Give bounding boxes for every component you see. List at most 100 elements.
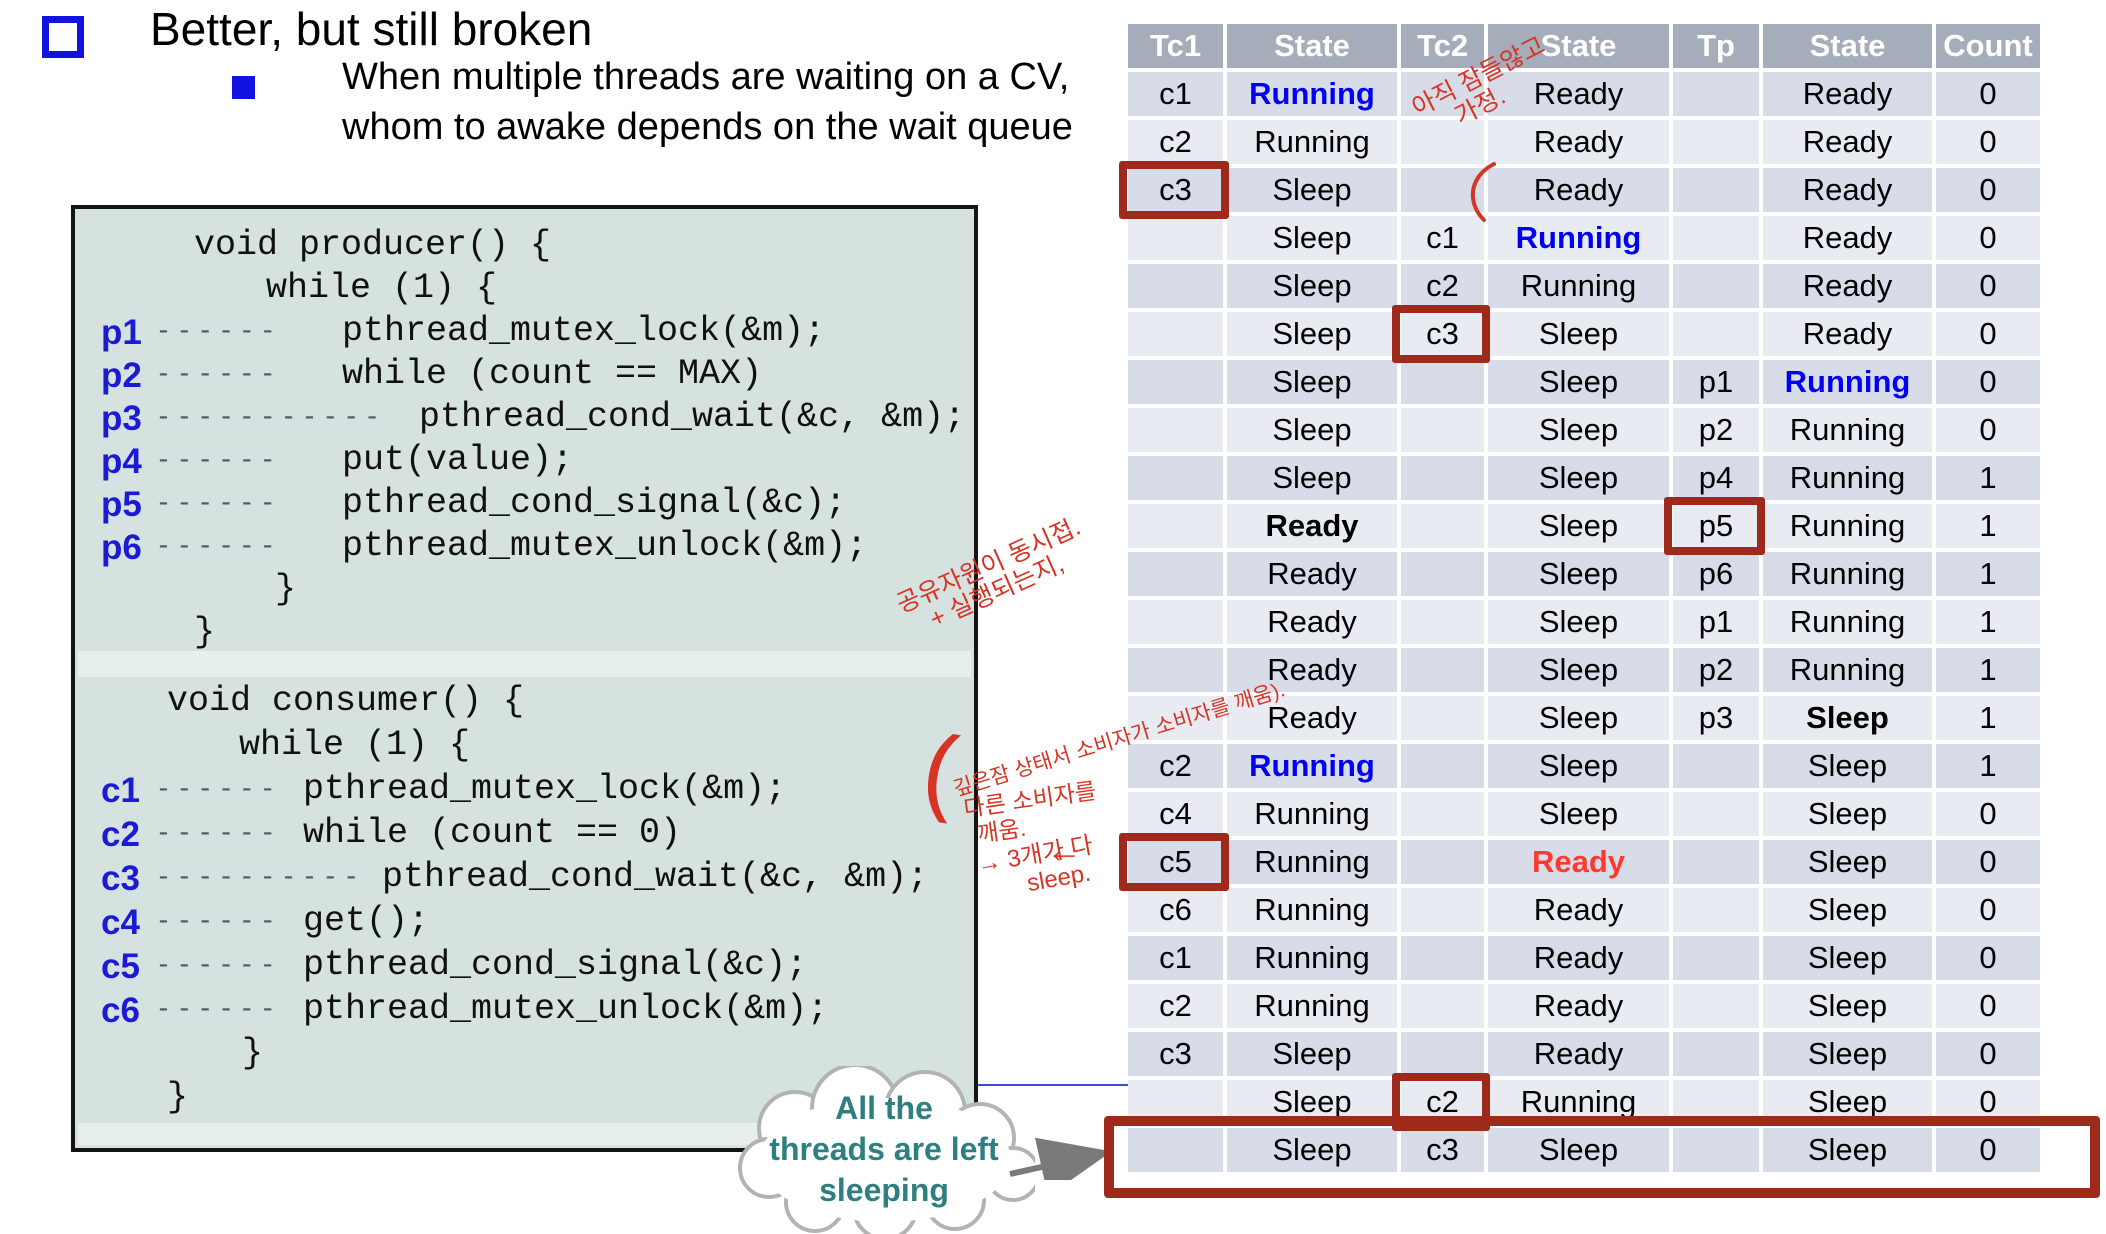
- table-cell: Sleep: [1227, 408, 1397, 452]
- table-cell: Sleep: [1763, 1080, 1932, 1124]
- code-line-label: c5: [101, 947, 140, 986]
- table-cell: 0: [1936, 312, 2040, 356]
- table-header-cell: Count: [1936, 24, 2040, 68]
- table-cell: [1401, 504, 1484, 548]
- table-cell: 0: [1936, 360, 2040, 404]
- table-cell: Sleep: [1488, 744, 1669, 788]
- title-bullet-square-icon: [42, 16, 84, 58]
- table-cell: Running: [1763, 648, 1932, 692]
- code-line-label: c3: [101, 859, 140, 898]
- table-cell: Running: [1227, 936, 1397, 980]
- callout-line2: threads are left: [769, 1131, 999, 1167]
- table-cell: Sleep: [1488, 504, 1669, 548]
- table-cell: 0: [1936, 120, 2040, 164]
- table-cell: Running: [1488, 264, 1669, 308]
- table-cell: 1: [1936, 504, 2040, 548]
- table-cell: c6: [1128, 888, 1223, 932]
- table-cell: Ready: [1488, 1032, 1669, 1076]
- code-text: pthread_mutex_lock(&m);: [342, 311, 826, 351]
- table-cell: Ready: [1227, 648, 1397, 692]
- table-cell: p1: [1673, 360, 1759, 404]
- table-cell: Ready: [1763, 264, 1932, 308]
- table-cell: [1673, 168, 1759, 212]
- code-line: c3 ---------- pthread_cond_wait(&c, &m);: [75, 857, 974, 901]
- table-cell: [1128, 312, 1223, 356]
- table-cell: 1: [1936, 552, 2040, 596]
- table-cell: Ready: [1227, 696, 1397, 740]
- code-text: while (1) {: [239, 725, 471, 765]
- table-cell: [1401, 600, 1484, 644]
- code-text: pthread_cond_signal(&c);: [303, 945, 808, 985]
- code-line-label: c4: [101, 903, 140, 942]
- table-cell: Sleep: [1227, 360, 1397, 404]
- table-cell: c3: [1392, 305, 1490, 363]
- code-text: pthread_cond_wait(&c, &m);: [419, 397, 966, 437]
- table-cell: Running: [1763, 456, 1932, 500]
- table-cell: p2: [1673, 408, 1759, 452]
- table-cell: Sleep: [1227, 312, 1397, 356]
- table-cell: Ready: [1227, 504, 1397, 548]
- code-text: pthread_mutex_unlock(&m);: [303, 989, 829, 1029]
- table-cell: 0: [1936, 888, 2040, 932]
- table-cell: 1: [1936, 456, 2040, 500]
- table-header-cell: Tp: [1673, 24, 1759, 68]
- code-line: while (1) {: [75, 725, 974, 769]
- table-cell: [1673, 216, 1759, 260]
- code-panel: void producer() {while (1) {p1 ------ pthr…: [71, 205, 978, 1152]
- table-cell: Running: [1227, 120, 1397, 164]
- table-cell: p5: [1664, 497, 1765, 555]
- table-cell: Running: [1227, 72, 1397, 116]
- table-cell: Sleep: [1488, 792, 1669, 836]
- code-line: c6 ------ pthread_mutex_unlock(&m);: [75, 989, 974, 1033]
- table-cell: Sleep: [1227, 216, 1397, 260]
- table-cell: Running: [1488, 1080, 1669, 1124]
- table-cell: [1128, 1128, 1223, 1172]
- code-section-divider: [78, 651, 971, 677]
- table-cell: Sleep: [1488, 360, 1669, 404]
- table-cell: Running: [1227, 744, 1397, 788]
- code-line-label: c6: [101, 991, 140, 1030]
- table-cell: Ready: [1488, 936, 1669, 980]
- code-line-dashes: ------: [155, 485, 281, 518]
- table-cell: 0: [1936, 216, 2040, 260]
- code-text: void consumer() {: [167, 681, 525, 721]
- code-text: }: [275, 569, 297, 609]
- table-cell: [1401, 120, 1484, 164]
- code-line-label: p1: [101, 313, 142, 352]
- table-cell: [1401, 408, 1484, 452]
- table-cell: Sleep: [1488, 648, 1669, 692]
- table-cell: [1673, 888, 1759, 932]
- code-line-dashes: ----------: [155, 859, 364, 892]
- table-cell: Running: [1227, 888, 1397, 932]
- table-cell: p6: [1673, 552, 1759, 596]
- table-cell: Sleep: [1227, 1080, 1397, 1124]
- table-cell: Sleep: [1488, 552, 1669, 596]
- consumer-code-section: void consumer() {while (1) {c1 ------ pthr…: [75, 681, 974, 1121]
- table-cell: Sleep: [1763, 1032, 1932, 1076]
- table-cell: Ready: [1763, 216, 1932, 260]
- code-text: while (count == MAX): [342, 354, 763, 394]
- cloud-shape-icon: [738, 1063, 1041, 1234]
- table-cell: Running: [1763, 360, 1932, 404]
- table-cell: [1128, 408, 1223, 452]
- table-cell: [1401, 552, 1484, 596]
- code-text: pthread_cond_signal(&c);: [342, 483, 847, 523]
- table-cell: [1673, 984, 1759, 1028]
- code-line-dashes: ------: [155, 991, 281, 1024]
- code-panel-bottom-strip: [78, 1123, 971, 1145]
- table-cell: Ready: [1488, 840, 1669, 884]
- table-cell: Running: [1227, 984, 1397, 1028]
- code-text: get();: [303, 901, 430, 941]
- code-line-label: c2: [101, 815, 140, 854]
- table-cell: [1673, 1128, 1759, 1172]
- callout-line1: All the: [835, 1090, 933, 1126]
- code-text: while (1) {: [266, 268, 498, 308]
- code-text: }: [242, 1033, 264, 1073]
- table-cell: c3: [1401, 1128, 1484, 1172]
- table-header-cell: State: [1488, 24, 1669, 68]
- table-cell: Sleep: [1763, 984, 1932, 1028]
- table-cell: 0: [1936, 1032, 2040, 1076]
- table-cell: [1673, 120, 1759, 164]
- table-cell: p4: [1673, 456, 1759, 500]
- table-cell: Sleep: [1488, 408, 1669, 452]
